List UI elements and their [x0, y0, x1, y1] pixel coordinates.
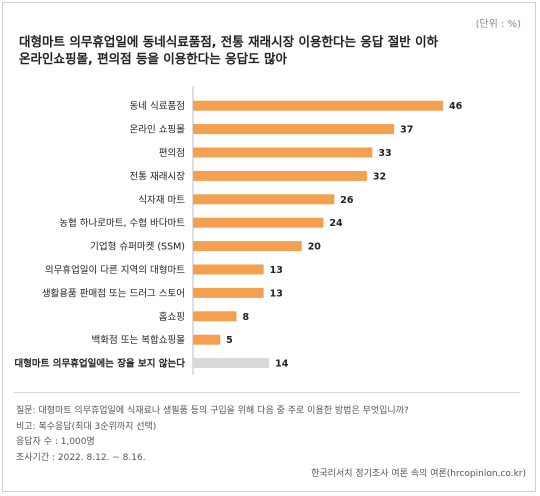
bar — [193, 124, 395, 135]
value-label: 46 — [449, 101, 463, 112]
bar — [193, 100, 443, 111]
value-label: 37 — [400, 125, 413, 136]
category-label: 홈쇼핑 — [159, 311, 185, 323]
bar-chart: 동네 식료품점 46 온라인 쇼핑몰 37 편의점 33 전통 재래시장 32 식자재 마트 26… — [14, 86, 463, 375]
value-label: 8 — [242, 312, 249, 323]
bar — [193, 334, 221, 345]
bar — [193, 170, 367, 181]
category-label: 생활용품 판매점 또는 드러그 스토어 — [42, 287, 185, 299]
category-label: 식자재 마트 — [138, 195, 185, 206]
note-respondents: 응답자 수 : 1,000명 — [16, 437, 95, 447]
category-label: 의무휴업일이 다른 지역의 대형마트 — [45, 264, 185, 276]
bar — [193, 311, 237, 322]
category-label: 동네 식료품점 — [130, 100, 185, 112]
bar — [193, 287, 264, 298]
category-label: 온라인 쇼핑몰 — [130, 125, 186, 136]
note-remark: 비고: 복수응답(최대 3순위까지 선택) — [16, 421, 157, 432]
category-label: 전통 재래시장 — [130, 171, 186, 182]
category-label: 백화점 또는 복합쇼핑몰 — [92, 334, 186, 346]
note-question: 질문: 대형마트 의무휴업일에 식재료나 생필품 등의 구입을 위해 다음 중 … — [16, 406, 409, 416]
value-label: 5 — [226, 335, 233, 346]
bar — [193, 241, 302, 252]
category-label: 기업형 슈퍼마켓 (SSM) — [90, 241, 185, 253]
source-credit: 한국리서치 정기조사 여론 속의 여론(hrcopinion.co.kr) — [311, 469, 526, 479]
chart-notes: 질문: 대형마트 의무휴업일에 식재료나 생필품 등의 구입을 위해 다음 중 … — [16, 404, 516, 466]
value-label: 13 — [270, 265, 283, 276]
value-label: 24 — [329, 218, 343, 229]
category-label: 대형마트 의무휴업일에는 장을 보지 않는다 — [14, 358, 185, 370]
value-label: 32 — [373, 171, 386, 182]
value-label: 13 — [270, 288, 283, 299]
bar — [193, 264, 264, 275]
category-label: 농협 하나로마트, 수협 바다마트 — [59, 217, 185, 229]
value-label: 26 — [340, 195, 354, 206]
value-label: 20 — [308, 242, 322, 253]
chart-title-line-2: 온라인쇼핑몰, 편의점 등을 이용한다는 응답도 많아 — [19, 51, 288, 66]
note-period: 조사기간 : 2022. 8.12. ~ 8.16. — [16, 452, 146, 463]
unit-label: (단위 : %) — [475, 19, 521, 30]
bar — [193, 194, 335, 205]
value-label: 14 — [275, 359, 289, 370]
value-label: 33 — [378, 148, 391, 159]
bar — [193, 217, 324, 228]
chart-title: 대형마트 의무휴업일에 동네식료품점, 전통 재래시장 이용한다는 응답 절반 … — [19, 33, 499, 67]
bar — [193, 147, 373, 158]
bar — [193, 358, 270, 369]
category-label: 편의점 — [159, 147, 185, 159]
chart-title-line-1: 대형마트 의무휴업일에 동네식료품점, 전통 재래시장 이용한다는 응답 절반 … — [19, 34, 439, 49]
divider — [14, 392, 520, 393]
